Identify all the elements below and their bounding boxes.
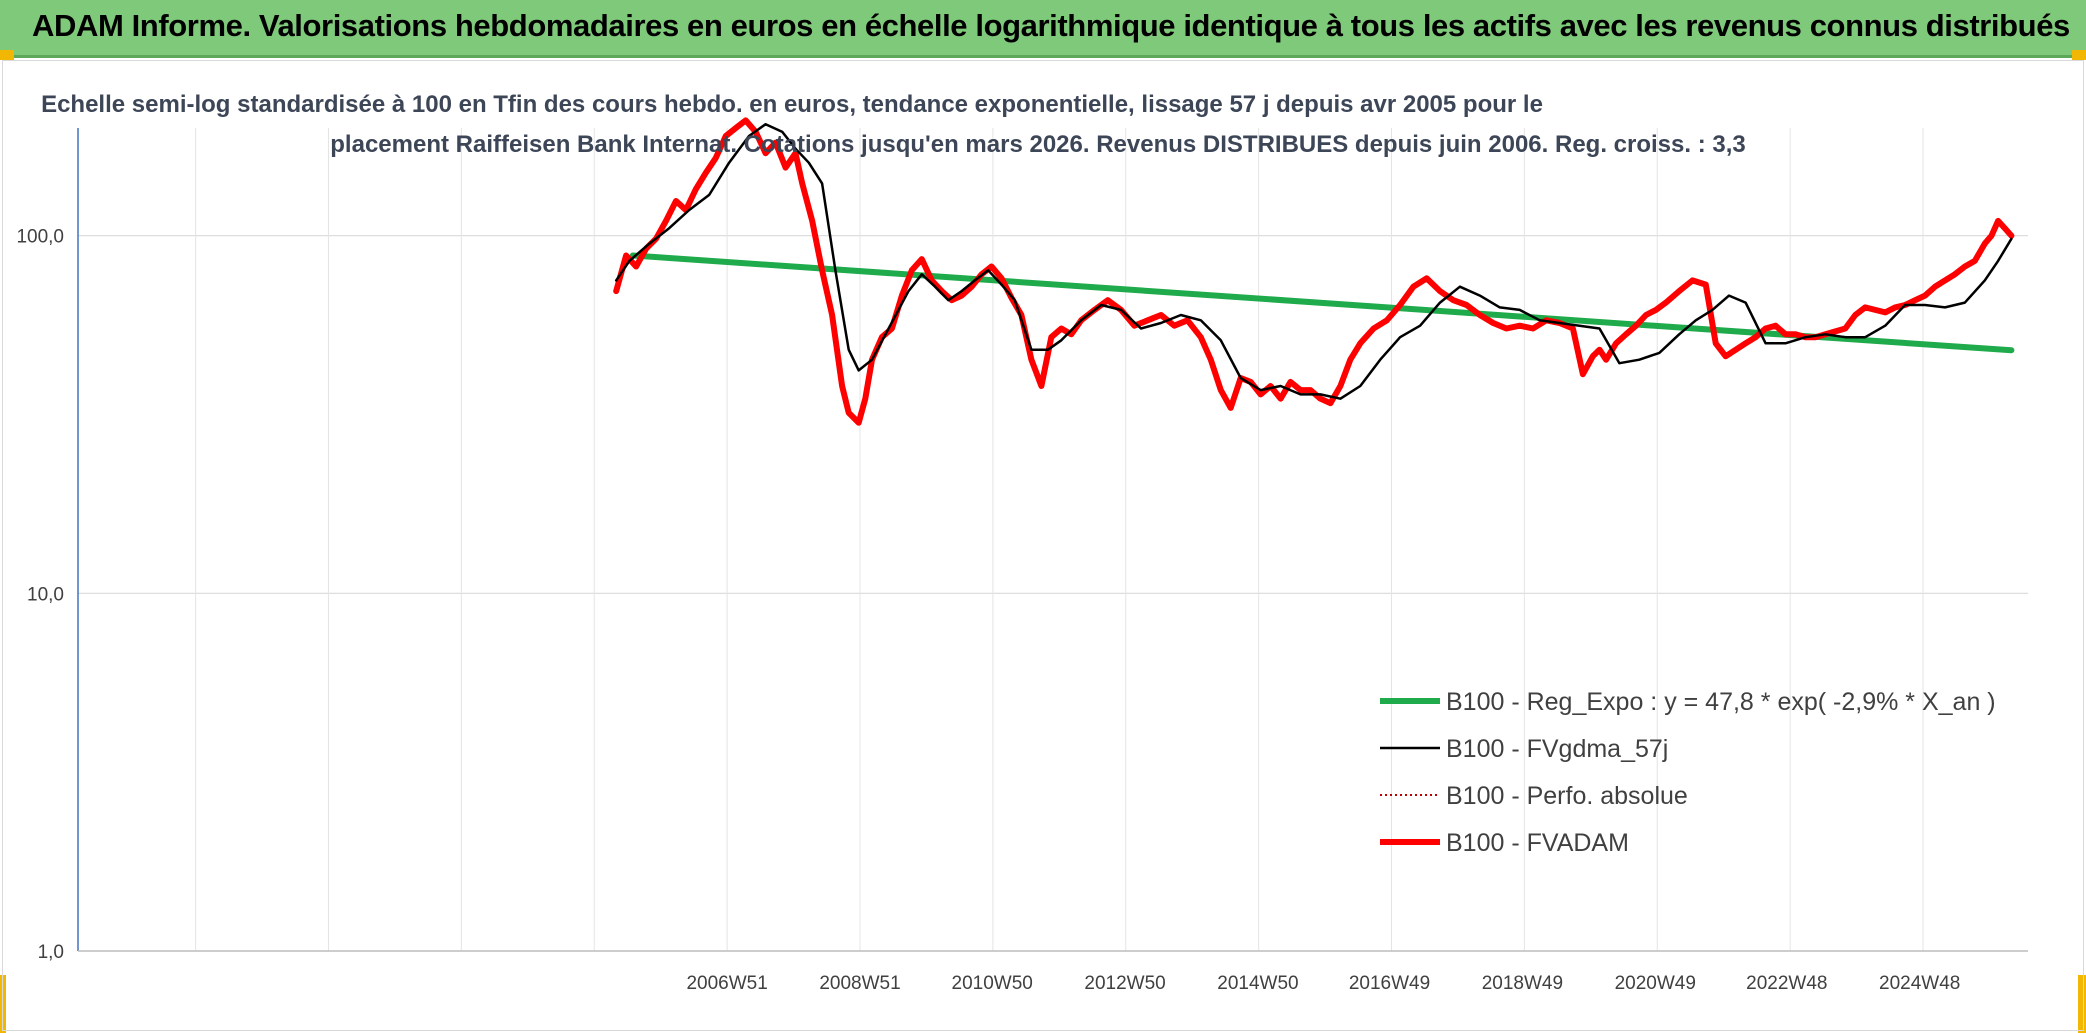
- axes: [77, 128, 2028, 952]
- chart-title-line-1: Echelle semi-log standardisée à 100 en T…: [41, 91, 1543, 118]
- x-tick-label: 2006W51: [686, 973, 767, 994]
- legend-label-0: B100 - Reg_Expo : y = 47,8 * exp( -2,9% …: [1446, 688, 1996, 716]
- x-tick-label: 2024W48: [1879, 973, 1960, 994]
- x-tick-label: 2016W49: [1349, 973, 1430, 994]
- report-title: ADAM Informe. Valorisations hebdomadaire…: [32, 8, 2070, 43]
- series-line-1: [614, 122, 2013, 400]
- x-tick-label: 2008W51: [819, 973, 900, 994]
- x-tick-label: 2014W50: [1217, 973, 1298, 994]
- legend-label-2: B100 - Perfo. absolue: [1446, 782, 1688, 810]
- series-line-3: [613, 117, 2015, 426]
- plot-area: [613, 117, 2015, 426]
- tick-labels: 1,0 10,0 100,0 2006W51 2008W51 2010W50 2012W50…: [16, 227, 1960, 994]
- x-tick-label: 2020W49: [1615, 973, 1696, 994]
- corner-marker-bottom-left: [0, 975, 6, 1033]
- grid-lines: [78, 128, 2028, 952]
- x-tick-label: 2022W48: [1746, 973, 1827, 994]
- x-tick-label: 2012W50: [1084, 973, 1165, 994]
- chart-title-line-2: placement Raiffeisen Bank Internat. Cota…: [330, 131, 1745, 158]
- y-tick-label: 10,0: [27, 584, 64, 605]
- x-tick-label: 2010W50: [952, 973, 1033, 994]
- legend-label-1: B100 - FVgdma_57j: [1446, 735, 1668, 763]
- report-banner: ADAM Informe. Valorisations hebdomadaire…: [0, 0, 2086, 58]
- legend: B100 - Reg_Expo : y = 47,8 * exp( -2,9% …: [1380, 688, 1996, 857]
- legend-label-3: B100 - FVADAM: [1446, 829, 1629, 857]
- corner-marker-top-right: [2072, 50, 2086, 60]
- x-tick-label: 2018W49: [1482, 973, 1563, 994]
- chart-frame: [2, 60, 2084, 1031]
- y-tick-label: 1,0: [38, 942, 64, 963]
- y-tick-label: 100,0: [16, 227, 64, 248]
- corner-marker-top-left: [0, 50, 14, 60]
- corner-marker-bottom-right: [2078, 975, 2086, 1033]
